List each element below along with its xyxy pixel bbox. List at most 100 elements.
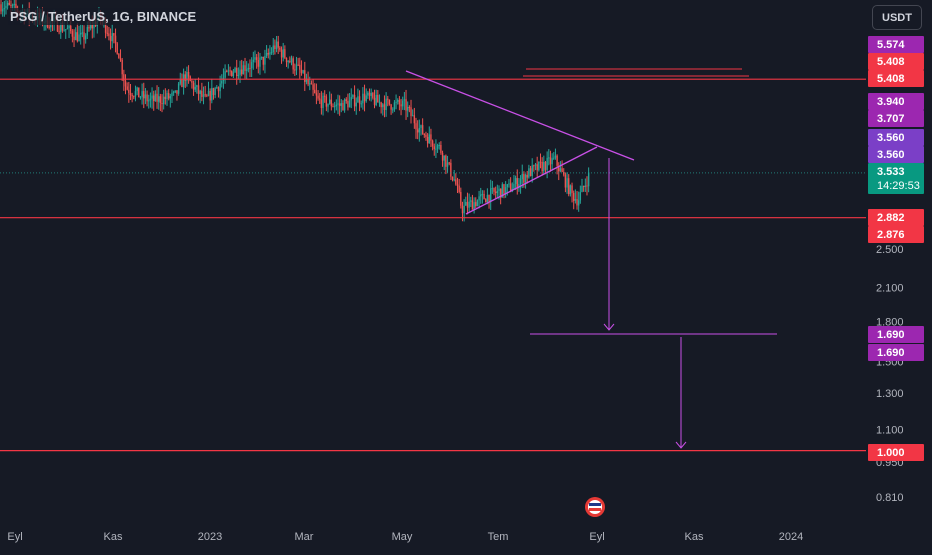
candle-body — [501, 184, 504, 198]
candle — [461, 201, 464, 222]
candle-body — [458, 185, 460, 192]
candle — [433, 143, 435, 156]
candle — [242, 61, 245, 75]
candle-body — [558, 165, 560, 172]
candle — [425, 131, 427, 141]
candle-body — [519, 179, 522, 184]
candle — [435, 139, 437, 159]
candle — [292, 56, 294, 74]
candle — [199, 89, 201, 104]
candle-body — [485, 199, 487, 203]
candle-body — [56, 18, 59, 32]
price-tag: 3.707 — [868, 110, 924, 127]
candle — [529, 165, 532, 177]
candle-body — [241, 69, 243, 75]
candle — [224, 64, 226, 84]
candle-body — [330, 99, 333, 107]
arrow-head — [603, 323, 615, 331]
candle — [393, 100, 396, 112]
candle-body — [262, 56, 264, 65]
candle-body — [73, 36, 75, 40]
candle-body — [531, 165, 533, 176]
candle — [189, 75, 191, 82]
candle-body — [245, 69, 248, 71]
candle — [119, 49, 122, 62]
candle — [177, 81, 180, 96]
candle — [536, 156, 538, 177]
candle-body — [448, 162, 450, 164]
candle — [400, 98, 402, 116]
candle — [347, 93, 349, 111]
price-tag-box — [868, 326, 924, 343]
candle — [443, 155, 445, 171]
candle-body — [141, 91, 143, 97]
candle-body — [421, 125, 424, 134]
candle-body — [571, 185, 573, 193]
candle-body — [68, 25, 70, 29]
candle-body — [153, 95, 155, 102]
candle — [483, 190, 485, 200]
candle — [113, 32, 115, 44]
candle-body — [322, 95, 324, 109]
candle-body — [586, 185, 588, 187]
candle-body — [61, 22, 64, 31]
candle — [227, 64, 230, 76]
candle — [544, 161, 547, 175]
candle — [335, 99, 338, 111]
candle — [486, 188, 489, 205]
candle-body — [387, 98, 389, 100]
candle-body — [319, 98, 321, 100]
candle-body — [390, 104, 392, 110]
candle — [192, 80, 195, 96]
candle — [1, 2, 4, 17]
candle — [249, 59, 251, 78]
candle — [289, 56, 291, 64]
candle-body — [299, 64, 301, 70]
candle — [549, 150, 552, 172]
candle — [340, 99, 342, 113]
candle-body — [219, 83, 221, 92]
candle — [149, 92, 152, 108]
candle — [566, 172, 568, 194]
candle — [277, 35, 279, 55]
candle — [378, 94, 381, 107]
candle — [586, 176, 588, 196]
candle-body — [83, 32, 85, 40]
candle-body — [159, 96, 162, 103]
candle-body — [518, 183, 520, 189]
candle-body — [234, 68, 236, 73]
candle — [8, 0, 10, 6]
candle — [576, 191, 578, 210]
candle-body — [201, 90, 203, 97]
candle-body — [533, 165, 535, 167]
candle-body — [158, 96, 160, 102]
candle-body — [282, 49, 284, 58]
candle-body — [109, 36, 112, 42]
currency-button[interactable]: USDT — [872, 5, 922, 30]
candle-body — [143, 91, 145, 99]
candle — [524, 173, 527, 189]
candle-body — [149, 98, 152, 101]
candle — [528, 164, 530, 179]
candle-body — [416, 129, 419, 133]
candle — [144, 88, 147, 105]
candle — [408, 105, 411, 113]
candle — [162, 89, 165, 110]
candle-body — [204, 94, 206, 96]
candle — [410, 99, 412, 124]
candle — [236, 59, 238, 85]
candle — [561, 160, 563, 173]
candle — [194, 78, 196, 93]
candle — [581, 178, 583, 193]
candle — [513, 174, 515, 190]
price-tag: 5.408 — [868, 53, 924, 70]
candle-body — [133, 96, 135, 98]
candle-body — [327, 103, 329, 107]
price-tag: 1.690 — [868, 326, 924, 343]
candle — [226, 69, 228, 73]
candle — [5, 0, 7, 15]
candle-body — [75, 32, 77, 40]
candle — [280, 46, 283, 64]
